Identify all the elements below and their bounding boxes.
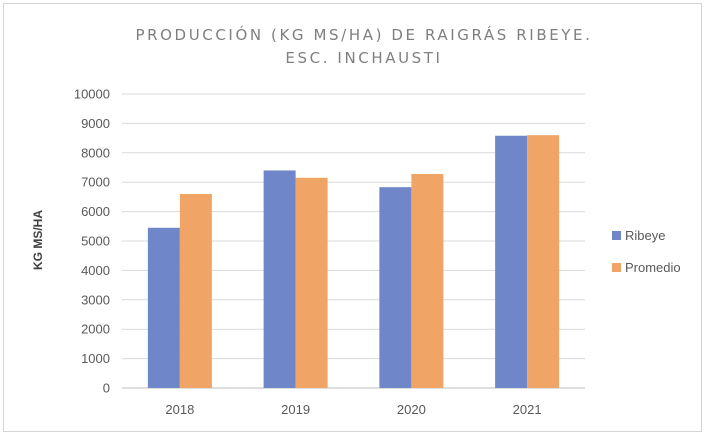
bar-promedio-2021: [527, 135, 560, 388]
legend: Ribeye Promedio: [612, 228, 681, 275]
y-tick-label: 6000: [81, 204, 110, 219]
y-tick-label: 3000: [81, 292, 110, 307]
bar-ribeye-2018: [147, 227, 180, 388]
x-tick-labels: 2018 2019 2020 2021: [165, 402, 541, 417]
bar-promedio-2020: [411, 173, 444, 388]
bar-promedio-2019: [295, 177, 328, 388]
bar-ribeye-2019: [263, 170, 296, 388]
legend-swatch-ribeye: [612, 231, 621, 240]
legend-label-ribeye: Ribeye: [625, 228, 665, 243]
x-tick-label: 2020: [397, 402, 426, 417]
bar-promedio-2018: [179, 193, 212, 388]
y-tick-labels: 0 1000 2000 3000 4000 5000 6000 7000 8000 9000 100…: [74, 87, 110, 396]
chart-frame: [3, 3, 702, 432]
legend-label-promedio: Promedio: [625, 260, 681, 275]
y-tick-label: 5000: [81, 234, 110, 249]
y-tick-label: 8000: [81, 145, 110, 160]
x-tick-label: 2021: [513, 402, 542, 417]
x-tick-label: 2018: [165, 402, 194, 417]
x-tick-label: 2019: [281, 402, 310, 417]
chart-title-line-1: PRODUCCIÓN (KG MS/HA) DE RAIGRÁS RIBEYE.: [135, 25, 592, 44]
y-tick-label: 4000: [81, 263, 110, 278]
legend-swatch-promedio: [612, 263, 621, 272]
y-tick-label: 7000: [81, 175, 110, 190]
bar-ribeye-2020: [379, 187, 412, 388]
y-tick-label: 2000: [81, 322, 110, 337]
y-tick-label: 1000: [81, 351, 110, 366]
y-axis-title: KG MS/HA: [31, 210, 45, 270]
chart-title-line-2: ESC. INCHAUSTI: [285, 49, 442, 67]
y-tick-label: 0: [103, 381, 110, 396]
y-tick-label: 9000: [81, 116, 110, 131]
bars: [147, 135, 560, 388]
bar-ribeye-2021: [495, 135, 528, 388]
y-tick-label: 10000: [74, 87, 110, 102]
